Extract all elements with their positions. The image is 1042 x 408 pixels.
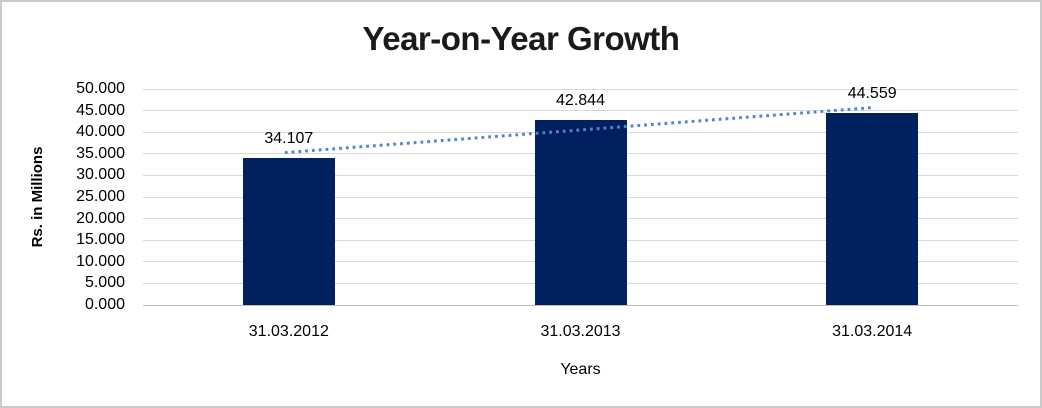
y-tick-label: 35.000 (76, 144, 125, 162)
bar-value-label: 42.844 (556, 91, 605, 109)
y-tick-label: 5.000 (84, 274, 125, 292)
y-tick-label: 45.000 (76, 101, 125, 119)
y-tick-label: 50.000 (76, 80, 125, 97)
x-axis-line (143, 304, 1018, 306)
y-tick-label: 10.000 (76, 252, 125, 270)
y-tick-label: 20.000 (76, 209, 125, 227)
bar-31.03.2014 (826, 112, 919, 305)
x-axis-title: Years (560, 361, 601, 378)
chart-title: Year-on-Year Growth (362, 20, 680, 57)
bar-value-label: 34.107 (264, 129, 314, 147)
y-gridline (143, 88, 1018, 90)
x-tick-label: 31.03.2014 (832, 323, 913, 340)
bar-value-label: 44.559 (847, 84, 897, 102)
x-tick-label: 31.03.2012 (248, 323, 329, 340)
bar-31.03.2013 (534, 119, 627, 305)
y-tick-label: 25.000 (76, 188, 125, 205)
y-tick-label: 0.000 (84, 296, 125, 313)
y-gridline (143, 110, 1018, 112)
bar-31.03.2012 (242, 157, 335, 305)
y-tick-label: 15.000 (76, 231, 125, 249)
y-tick-label: 30.000 (76, 166, 125, 184)
y-tick-label: 40.000 (76, 123, 125, 141)
x-tick-label: 31.03.2013 (540, 323, 621, 340)
